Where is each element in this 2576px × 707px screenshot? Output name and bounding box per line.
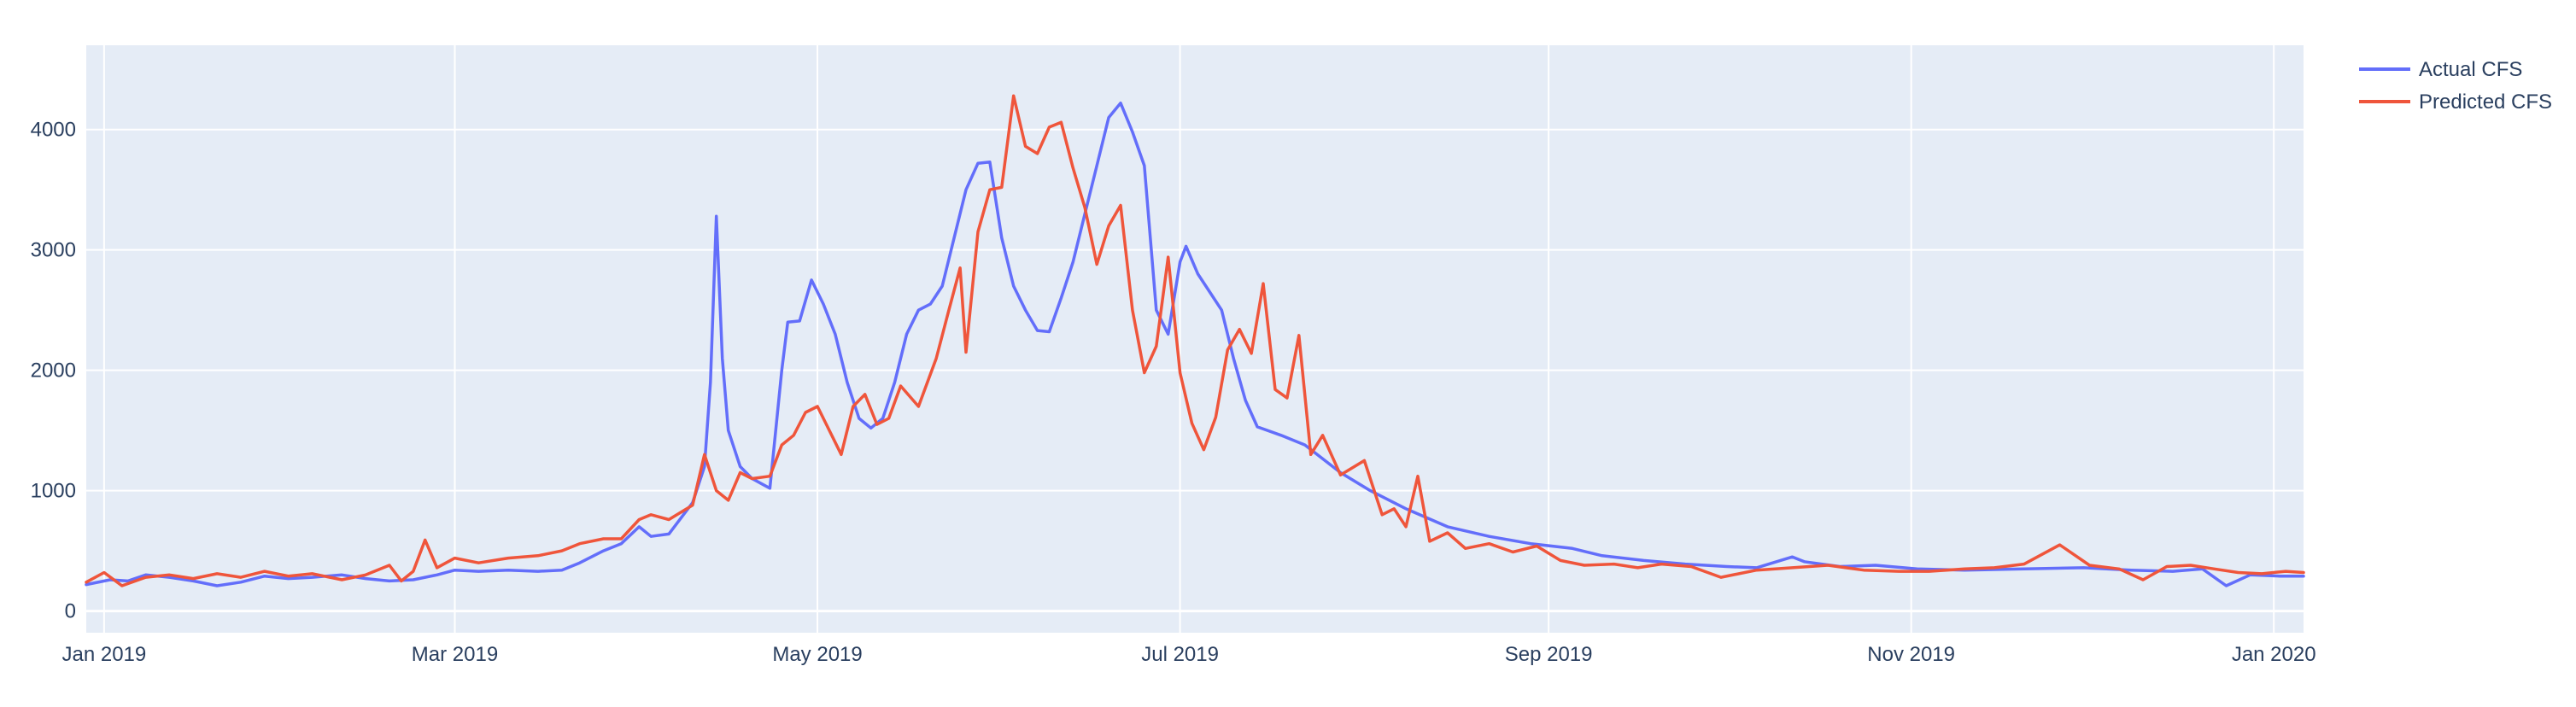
y-tick-label: 3000 (31, 239, 76, 262)
legend-item-predicted[interactable]: Predicted CFS (2359, 91, 2552, 114)
y-tick-label: 1000 (31, 480, 76, 503)
plot-area-background (86, 45, 2304, 633)
grid-lines (86, 45, 2304, 633)
y-tick-label: 2000 (31, 359, 76, 383)
y-tick-label: 0 (65, 600, 76, 623)
y-axis-ticks: 0 1000 2000 3000 4000 (31, 119, 76, 623)
series-lines (85, 94, 2305, 587)
x-tick-label: Jan 2020 (2232, 643, 2316, 666)
y-tick-label: 4000 (31, 119, 76, 142)
x-tick-label: May 2019 (772, 643, 862, 666)
x-tick-label: Jan 2019 (61, 643, 146, 666)
legend-item-actual[interactable]: Actual CFS (2359, 58, 2522, 81)
x-tick-label: Mar 2019 (412, 643, 498, 666)
series-line-predicted (85, 94, 2305, 587)
x-tick-label: Jul 2019 (1141, 643, 1219, 666)
legend[interactable]: Actual CFS Predicted CFS (2359, 58, 2552, 114)
legend-label-predicted: Predicted CFS (2419, 91, 2552, 114)
x-axis-ticks: Jan 2019 Mar 2019 May 2019 Jul 2019 Sep 2019… (61, 643, 2315, 666)
x-tick-label: Nov 2019 (1867, 643, 1955, 666)
legend-label-actual: Actual CFS (2419, 58, 2522, 81)
series-line-actual (85, 101, 2305, 587)
x-tick-label: Sep 2019 (1505, 643, 1593, 666)
